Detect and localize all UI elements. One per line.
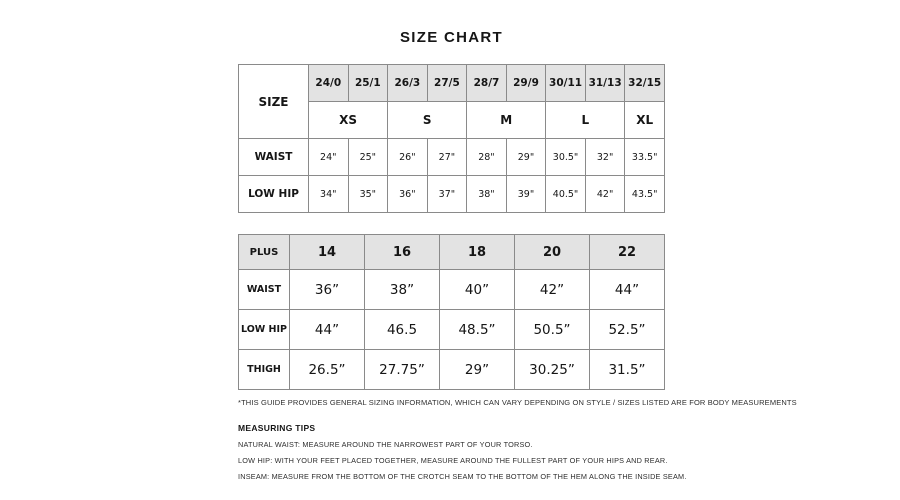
plus-size-header-row: PLUS 14 16 18 20 22: [238, 234, 665, 270]
measurement-value: 34": [308, 175, 349, 213]
measurement-value: 29”: [439, 349, 515, 390]
measurement-value: 44”: [289, 309, 365, 350]
letter-size-header: XS: [307, 101, 389, 139]
waist-row: WAIST 24" 25" 26" 27" 28" 29" 30.5" 32" …: [238, 138, 665, 176]
measurement-value: 46.5: [364, 309, 440, 350]
measurement-value: 32": [584, 138, 626, 176]
measuring-tips-heading: MEASURING TIPS: [238, 423, 316, 433]
measurement-value: 29": [505, 138, 547, 176]
numeric-size-header: 27/5: [426, 64, 468, 102]
plus-size-header: 14: [289, 234, 365, 270]
plus-size-header: 22: [589, 234, 665, 270]
measurement-value: 44”: [589, 269, 665, 310]
measurement-value: 52.5”: [589, 309, 665, 350]
standard-size-table: SIZE 24/0 25/1 26/3 27/5 28/7 29/9 30/11…: [238, 64, 665, 213]
measurement-value: 33.5": [624, 138, 665, 176]
measuring-tip: NATURAL WAIST: MEASURE AROUND THE NARROW…: [238, 440, 533, 449]
plus-size-header: 18: [439, 234, 515, 270]
measurement-value: 26.5”: [289, 349, 365, 390]
measurement-value: 38": [466, 175, 507, 213]
measurement-value: 31.5”: [589, 349, 665, 390]
numeric-size-header: 25/1: [347, 64, 389, 102]
measurement-row-label: WAIST: [238, 269, 290, 310]
measurement-value: 37": [426, 175, 468, 213]
measurement-row-label: WAIST: [238, 138, 309, 176]
measurement-value: 36”: [289, 269, 365, 310]
measurement-value: 36": [387, 175, 428, 213]
letter-size-header: S: [387, 101, 468, 139]
letter-size-header: XL: [624, 101, 665, 139]
letter-size-header: L: [545, 101, 626, 139]
measurement-value: 40”: [439, 269, 515, 310]
numeric-size-header: 31/13: [584, 64, 626, 102]
measurement-value: 40.5": [545, 175, 586, 213]
plus-corner-label: PLUS: [238, 234, 290, 270]
numeric-size-header: 29/9: [505, 64, 547, 102]
measurement-value: 27.75”: [364, 349, 440, 390]
measurement-value: 42": [584, 175, 626, 213]
measurement-value: 30.25”: [514, 349, 590, 390]
measurement-value: 26": [387, 138, 428, 176]
measurement-value: 24": [308, 138, 349, 176]
measurement-value: 25": [347, 138, 389, 176]
letter-size-header: M: [466, 101, 547, 139]
size-chart-page: SIZE CHART SIZE 24/0 25/1 26/3 27/5 28/7…: [238, 0, 797, 481]
size-corner-label: SIZE: [238, 64, 309, 139]
measurement-value: 38”: [364, 269, 440, 310]
sizing-disclaimer: *THIS GUIDE PROVIDES GENERAL SIZING INFO…: [238, 398, 797, 407]
numeric-size-header: 30/11: [545, 64, 586, 102]
plus-waist-row: WAIST 36” 38” 40” 42” 44”: [238, 269, 665, 310]
numeric-size-header: 32/15: [624, 64, 665, 102]
plus-thigh-row: THIGH 26.5” 27.75” 29” 30.25” 31.5”: [238, 349, 665, 390]
letter-size-header-row: XS S M L XL: [239, 101, 665, 139]
measuring-tip: INSEAM: MEASURE FROM THE BOTTOM OF THE C…: [238, 472, 687, 481]
plus-size-header: 16: [364, 234, 440, 270]
measurement-value: 48.5”: [439, 309, 515, 350]
measurement-value: 28": [466, 138, 507, 176]
numeric-size-header: 26/3: [387, 64, 428, 102]
measurement-value: 43.5": [624, 175, 665, 213]
numeric-size-header-row: SIZE 24/0 25/1 26/3 27/5 28/7 29/9 30/11…: [238, 64, 665, 139]
measurement-value: 50.5”: [514, 309, 590, 350]
measurement-value: 30.5": [545, 138, 586, 176]
measurement-value: 39": [505, 175, 547, 213]
measurement-value: 27": [426, 138, 468, 176]
low-hip-row: LOW HIP 34" 35" 36" 37" 38" 39" 40.5" 42…: [238, 175, 665, 213]
page-title: SIZE CHART: [400, 29, 503, 46]
measurement-row-label: THIGH: [238, 349, 290, 390]
measurement-row-label: LOW HIP: [238, 309, 290, 350]
measurement-value: 42”: [514, 269, 590, 310]
measuring-tip: LOW HIP: WITH YOUR FEET PLACED TOGETHER,…: [238, 456, 668, 465]
measurement-value: 35": [347, 175, 389, 213]
plus-size-table: PLUS 14 16 18 20 22 WAIST 36” 38” 40” 42…: [238, 234, 665, 390]
measurement-row-label: LOW HIP: [238, 175, 309, 213]
numeric-size-header: 28/7: [466, 64, 507, 102]
numeric-size-header: 24/0: [308, 64, 349, 102]
plus-size-header: 20: [514, 234, 590, 270]
plus-low-hip-row: LOW HIP 44” 46.5 48.5” 50.5” 52.5”: [238, 309, 665, 350]
